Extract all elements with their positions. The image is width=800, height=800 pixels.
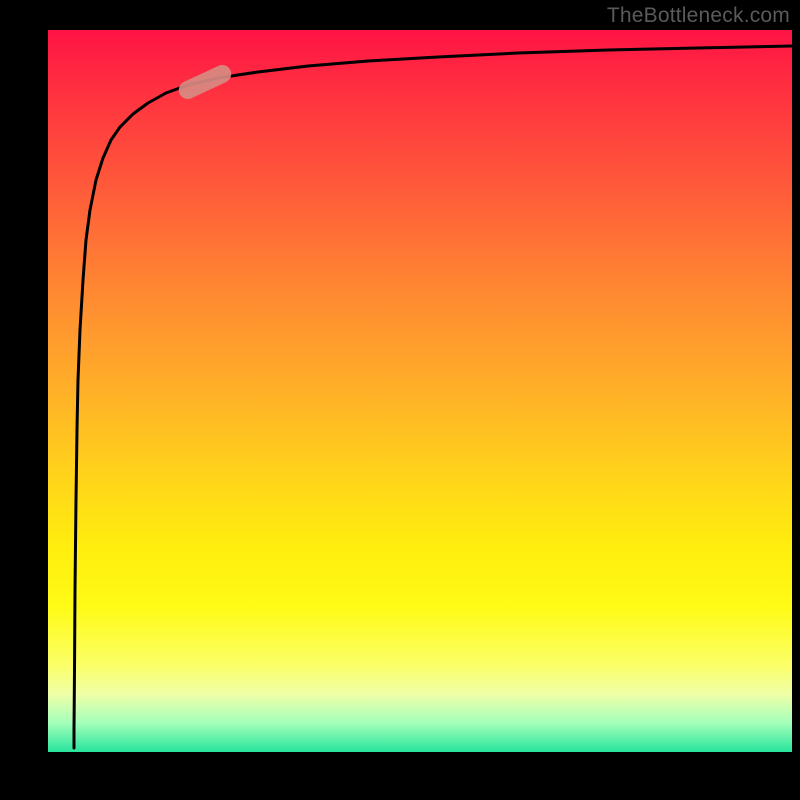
plot-area (48, 30, 792, 752)
chart-frame: TheBottleneck.com (0, 0, 800, 800)
curve-marker (176, 62, 234, 102)
curve-layer (48, 30, 792, 752)
watermark-text: TheBottleneck.com (607, 4, 790, 28)
bottleneck-curve (74, 46, 792, 748)
